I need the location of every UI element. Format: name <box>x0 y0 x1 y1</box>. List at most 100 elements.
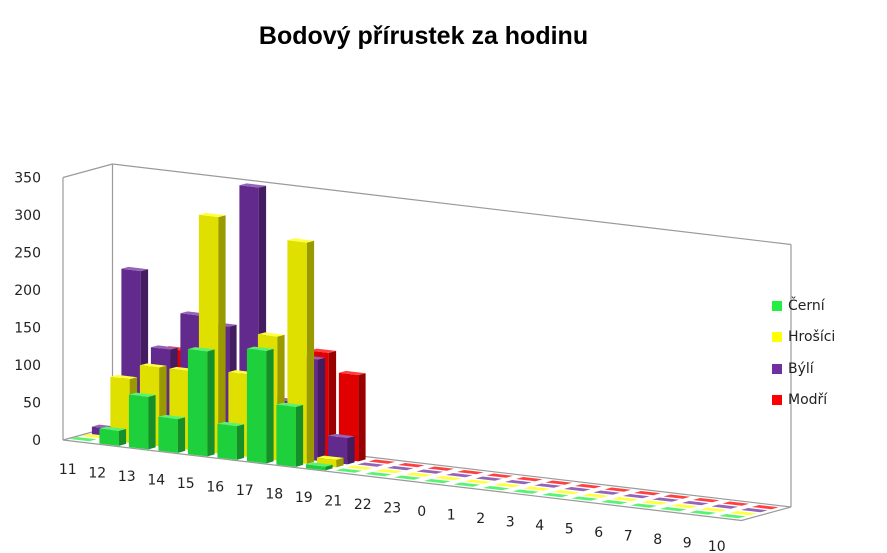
bar-top-face <box>386 466 414 471</box>
x-tick-label: 23 <box>383 500 401 516</box>
bar-top-face <box>663 494 691 499</box>
x-tick-label: 0 <box>417 504 426 520</box>
bar-top-face <box>630 503 658 508</box>
bar-Černí-11 <box>69 437 97 442</box>
bar-Černí-0 <box>423 479 451 484</box>
legend-label: Černí <box>788 297 825 314</box>
bar-top-face <box>641 500 669 505</box>
bar-Černí-2 <box>482 486 510 491</box>
legend-item: Býlí <box>772 353 882 385</box>
bar-top-face <box>445 473 473 478</box>
bar-Hrošíci-5 <box>582 493 610 498</box>
bar-Modří-9 <box>722 501 750 506</box>
bar-Býlí-22 <box>386 466 414 471</box>
bar-Modří-23 <box>427 466 455 471</box>
bar-side-face <box>295 404 304 467</box>
bar-front-face <box>110 376 130 443</box>
y-tick-label: 50 <box>23 396 41 412</box>
legend-item: Černí <box>772 290 882 322</box>
bar-Černí-5 <box>571 496 599 501</box>
y-tick-label: 250 <box>14 246 41 262</box>
bar-Býlí-3 <box>534 483 562 488</box>
bar-top-face <box>357 462 385 467</box>
bar-top-face <box>338 370 366 376</box>
bar-top-face <box>375 469 403 474</box>
bar-Býlí-7 <box>652 497 680 502</box>
bar-Černí-6 <box>600 500 628 505</box>
frame-line-6 <box>741 506 792 522</box>
x-tick-label: 6 <box>594 525 603 541</box>
x-tick-label: 9 <box>683 535 692 551</box>
bar-top-face <box>121 266 149 272</box>
chart-title: Bodový přírustek za hodinu <box>258 22 589 50</box>
bar-Černí-21 <box>335 468 363 473</box>
bar-Modří-1 <box>486 473 514 478</box>
bar-top-face <box>582 493 610 498</box>
x-tick-label: 7 <box>624 528 633 544</box>
bar-top-face <box>397 463 425 468</box>
bar-Býlí-10 <box>740 508 768 513</box>
bar-top-face <box>611 497 639 502</box>
bar-top-face <box>523 486 551 491</box>
bar-Hrošíci-23 <box>405 472 433 477</box>
bar-top-face <box>257 332 285 337</box>
x-tick-label: 1 <box>447 507 456 523</box>
bar-top-face <box>335 468 363 473</box>
bar-Modří-10 <box>751 505 779 510</box>
bar-top-face <box>652 497 680 502</box>
bar-top-face <box>287 238 315 243</box>
legend-swatch <box>772 363 782 374</box>
bar-Býlí-5 <box>593 490 621 495</box>
bar-side-face <box>218 215 226 454</box>
bar-front-face <box>158 416 178 453</box>
x-tick-label: 5 <box>565 521 574 537</box>
bar-side-face <box>358 373 366 462</box>
bar-Černí-1 <box>453 482 481 487</box>
bar-Černí-17 <box>246 346 274 464</box>
bar-Hrošíci-10 <box>729 511 757 516</box>
x-tick-label: 17 <box>236 483 254 499</box>
bar-top-face <box>456 470 484 475</box>
bar-top-face <box>246 346 274 351</box>
bar-top-face <box>394 475 422 480</box>
bar-Černí-22 <box>364 472 392 477</box>
bar-top-face <box>552 490 580 495</box>
bar-top-face <box>464 479 492 484</box>
bar-top-face <box>453 482 481 487</box>
bar-top-face <box>416 469 444 474</box>
bar-top-face <box>541 493 569 498</box>
bar-top-face <box>217 421 245 427</box>
bar-Černí-3 <box>512 489 540 494</box>
bar-Býlí-2 <box>504 480 532 485</box>
bar-top-face <box>187 347 215 352</box>
bar-front-face <box>276 404 296 467</box>
bar-side-face <box>347 436 355 465</box>
bar-front-face <box>246 348 267 464</box>
bar-top-face <box>309 348 337 353</box>
bar-top-face <box>571 496 599 501</box>
bar-side-face <box>328 350 337 458</box>
bar-top-face <box>534 483 562 488</box>
bar-Černí-8 <box>659 507 687 512</box>
bar-top-face <box>600 500 628 505</box>
bar-top-face <box>659 507 687 512</box>
bar-top-face <box>327 433 355 439</box>
bar-top-face <box>751 505 779 510</box>
bar-top-face <box>305 462 333 467</box>
bar-Modří-4 <box>574 484 602 489</box>
x-tick-label: 10 <box>708 539 726 553</box>
y-tick-label: 0 <box>32 433 41 449</box>
bar-top-face <box>69 437 97 442</box>
x-tick-label: 21 <box>324 493 342 509</box>
bar-top-face <box>150 345 178 350</box>
bar-Černí-7 <box>630 503 658 508</box>
bar-Býlí-1 <box>475 476 503 481</box>
x-tick-label: 4 <box>535 518 544 534</box>
bar-Hrošíci-22 <box>375 469 403 474</box>
legend-item: Modří <box>772 385 882 417</box>
bar-top-face <box>700 507 728 512</box>
bar-Hrošíci-9 <box>700 507 728 512</box>
bar-top-face <box>475 476 503 481</box>
bar-side-face <box>177 417 186 453</box>
bar-side-face <box>336 457 344 468</box>
